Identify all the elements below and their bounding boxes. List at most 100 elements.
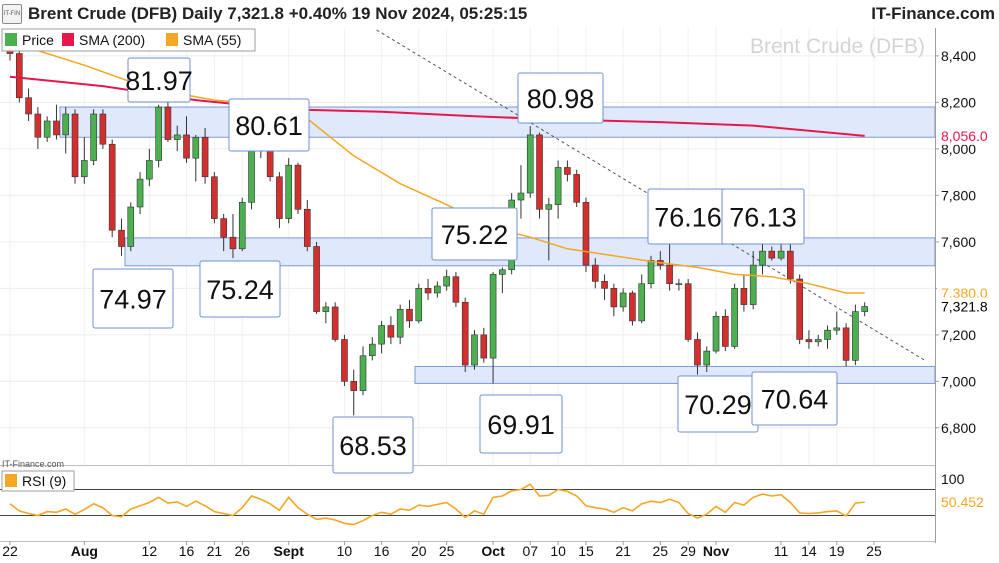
candle-down[interactable]: [564, 167, 571, 175]
candle-down[interactable]: [805, 339, 813, 343]
candle-down[interactable]: [452, 276, 460, 303]
candle-down[interactable]: [164, 106, 172, 140]
brand-name: IT-Finance.com: [871, 4, 995, 23]
candle-down[interactable]: [313, 246, 320, 312]
candle-up[interactable]: [824, 329, 831, 340]
candle-up[interactable]: [861, 306, 868, 312]
candle-down[interactable]: [201, 136, 209, 178]
candle-down[interactable]: [34, 113, 42, 138]
price-callout-label: 80.98: [527, 84, 595, 114]
candle-up[interactable]: [43, 120, 51, 138]
candle-down[interactable]: [768, 250, 776, 259]
candle-up[interactable]: [238, 202, 246, 250]
candle-down[interactable]: [25, 97, 32, 115]
candle-up[interactable]: [852, 311, 859, 361]
candle-down[interactable]: [480, 334, 488, 359]
candle-up[interactable]: [62, 113, 70, 136]
candle-up[interactable]: [703, 350, 711, 366]
candle-up[interactable]: [554, 167, 562, 205]
candle-down[interactable]: [684, 283, 692, 340]
candle-up[interactable]: [192, 136, 200, 159]
candle-up[interactable]: [173, 134, 181, 140]
candle-up[interactable]: [638, 283, 646, 322]
candle-up[interactable]: [378, 325, 385, 345]
x-axis-label: 22: [2, 543, 18, 559]
candle-down[interactable]: [15, 53, 23, 99]
candle-down[interactable]: [350, 381, 358, 391]
candle-up[interactable]: [759, 250, 766, 266]
candle-down[interactable]: [582, 202, 590, 266]
candle-up[interactable]: [499, 269, 506, 275]
candle-down[interactable]: [211, 176, 218, 219]
candle-up[interactable]: [136, 178, 144, 208]
candle-down[interactable]: [694, 339, 701, 366]
candle-down[interactable]: [666, 264, 673, 284]
x-axis-label: 21: [615, 543, 631, 559]
candle-up[interactable]: [90, 113, 97, 161]
candle-up[interactable]: [396, 308, 404, 338]
candle-down[interactable]: [71, 113, 79, 178]
price-tag-background: [937, 126, 999, 145]
candle-up[interactable]: [127, 206, 135, 247]
candle-down[interactable]: [573, 174, 580, 203]
price-callout-box: [228, 98, 310, 152]
candle-up[interactable]: [675, 283, 683, 285]
candle-up[interactable]: [712, 315, 720, 352]
candle-down[interactable]: [629, 292, 636, 322]
candle-up[interactable]: [415, 288, 423, 322]
candle-up[interactable]: [545, 204, 553, 210]
candle-up[interactable]: [146, 160, 153, 180]
candle-up[interactable]: [619, 292, 627, 308]
candle-down[interactable]: [108, 143, 116, 231]
candle-down[interactable]: [229, 236, 237, 250]
candle-down[interactable]: [387, 325, 395, 338]
candle-down[interactable]: [601, 281, 608, 289]
candle-down[interactable]: [722, 315, 729, 347]
candle-up[interactable]: [155, 106, 162, 161]
candle-up[interactable]: [359, 355, 367, 391]
candle-down[interactable]: [787, 250, 794, 280]
candle-down[interactable]: [99, 113, 107, 145]
candle-up[interactable]: [285, 164, 293, 219]
candle-up[interactable]: [81, 160, 88, 178]
candle-up[interactable]: [814, 339, 822, 343]
candle-up[interactable]: [322, 306, 330, 312]
candle-down[interactable]: [842, 327, 850, 361]
app-logo-icon[interactable]: IT-FIN: [2, 4, 22, 24]
candle-down[interactable]: [220, 218, 227, 238]
candle-up[interactable]: [647, 260, 655, 284]
candle-down[interactable]: [266, 150, 274, 178]
candle-down[interactable]: [796, 278, 803, 340]
candle-down[interactable]: [406, 308, 413, 322]
candle-up[interactable]: [369, 343, 376, 357]
candle-down[interactable]: [276, 176, 283, 219]
candle-up[interactable]: [749, 264, 757, 305]
candle-up[interactable]: [777, 250, 785, 259]
candle-up[interactable]: [517, 192, 525, 201]
price-callout-box: [721, 188, 805, 245]
candle-down[interactable]: [303, 209, 311, 247]
candle-down[interactable]: [341, 339, 348, 382]
candle-down[interactable]: [591, 264, 599, 282]
candle-up[interactable]: [526, 134, 534, 194]
candle-up[interactable]: [489, 274, 497, 359]
candle-down[interactable]: [740, 288, 748, 305]
candle-down[interactable]: [610, 288, 618, 308]
candle-down[interactable]: [424, 288, 432, 294]
candle-down[interactable]: [294, 164, 302, 210]
x-axis-label: 14: [801, 543, 817, 559]
candle-up[interactable]: [471, 334, 478, 366]
candle-up[interactable]: [434, 285, 441, 294]
x-axis-label: 12: [142, 543, 158, 559]
source-label: IT-Finance.com: [2, 459, 64, 469]
candle-up[interactable]: [731, 288, 738, 347]
candle-down[interactable]: [118, 229, 125, 247]
candle-up[interactable]: [833, 327, 841, 331]
candle-down[interactable]: [536, 134, 543, 210]
candle-down[interactable]: [53, 120, 60, 136]
candle-up[interactable]: [443, 276, 450, 287]
candle-down[interactable]: [331, 306, 339, 340]
candle-down[interactable]: [461, 301, 469, 366]
candle-down[interactable]: [183, 134, 190, 159]
